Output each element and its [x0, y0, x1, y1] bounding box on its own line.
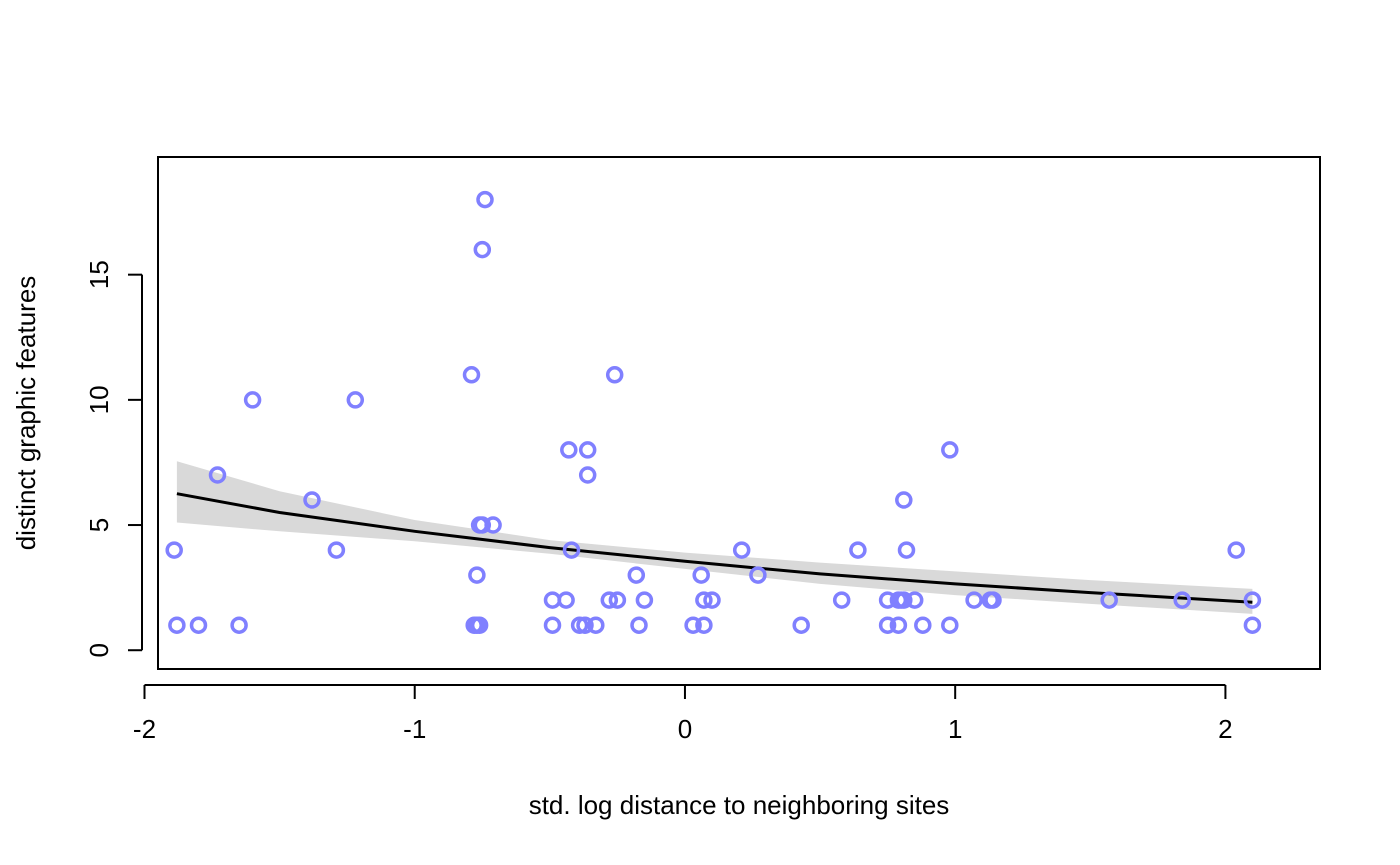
data-point: [165, 541, 183, 559]
fit-line: [176, 492, 1253, 604]
data-point: [468, 566, 486, 584]
data-point: [941, 441, 959, 459]
data-point: [627, 566, 646, 584]
data-point: [578, 441, 597, 459]
data-point: [984, 591, 1002, 609]
fit-line-path: [176, 492, 1253, 604]
data-point: [895, 591, 913, 609]
y-axis-label: distinct graphic features: [11, 276, 41, 551]
x-tick-label: 2: [1218, 714, 1232, 744]
data-point: [703, 591, 721, 609]
data-point: [473, 240, 492, 259]
data-point: [168, 616, 186, 634]
data-point: [484, 516, 502, 534]
data-point: [889, 616, 908, 634]
data-point: [695, 616, 713, 634]
data-point: [327, 541, 346, 559]
data-point: [600, 591, 619, 609]
data-point: [578, 466, 597, 484]
data-point: [303, 491, 321, 509]
data-point: [895, 491, 913, 509]
data-point: [230, 616, 248, 634]
data-point: [473, 516, 492, 534]
data-point: [965, 591, 983, 609]
data-point: [1227, 541, 1245, 559]
x-axis-label: std. log distance to neighboring sites: [529, 790, 950, 820]
x-tick-label: -1: [403, 714, 426, 744]
data-points: [165, 190, 1262, 634]
data-point: [1243, 616, 1262, 634]
data-point: [243, 391, 262, 409]
data-point: [346, 391, 365, 409]
data-point: [476, 190, 494, 209]
confidence-band-area: [176, 461, 1253, 614]
data-point: [562, 541, 581, 559]
data-point: [1243, 591, 1262, 609]
data-point: [732, 541, 751, 559]
data-point: [608, 591, 627, 609]
confidence-band: [176, 461, 1253, 614]
data-point: [749, 566, 767, 584]
data-point: [462, 366, 481, 384]
data-point: [635, 591, 654, 609]
data-point: [587, 616, 605, 634]
data-point: [570, 616, 589, 634]
data-point: [941, 616, 959, 634]
x-tick-label: -2: [133, 714, 156, 744]
y-tick-label: 5: [84, 518, 114, 532]
y-tick-label: 10: [84, 385, 114, 414]
plot-frame: [157, 156, 1321, 670]
data-point: [832, 591, 851, 609]
data-point: [560, 441, 578, 459]
data-point: [543, 616, 562, 634]
data-point: [684, 616, 702, 634]
data-point: [208, 466, 227, 484]
data-point: [189, 616, 208, 634]
y-axis: 0 5 10 15: [84, 260, 143, 657]
data-point: [1173, 591, 1191, 609]
data-point: [630, 616, 648, 634]
data-point: [692, 566, 710, 584]
data-point: [905, 591, 924, 609]
data-point: [878, 616, 897, 634]
data-point: [792, 616, 810, 634]
x-tick-label: 1: [948, 714, 962, 744]
data-point: [897, 541, 916, 559]
y-tick-label: 0: [84, 643, 114, 657]
x-tick-label: 0: [678, 714, 692, 744]
data-point: [914, 616, 932, 634]
x-axis: -2 -1 0 1 2: [133, 684, 1233, 744]
data-point: [849, 541, 867, 559]
data-point: [557, 591, 575, 609]
data-point: [605, 366, 624, 384]
data-point: [1100, 591, 1118, 609]
data-point: [470, 616, 489, 634]
data-point: [576, 616, 594, 634]
y-tick-label: 15: [84, 260, 114, 289]
data-point: [695, 591, 713, 609]
